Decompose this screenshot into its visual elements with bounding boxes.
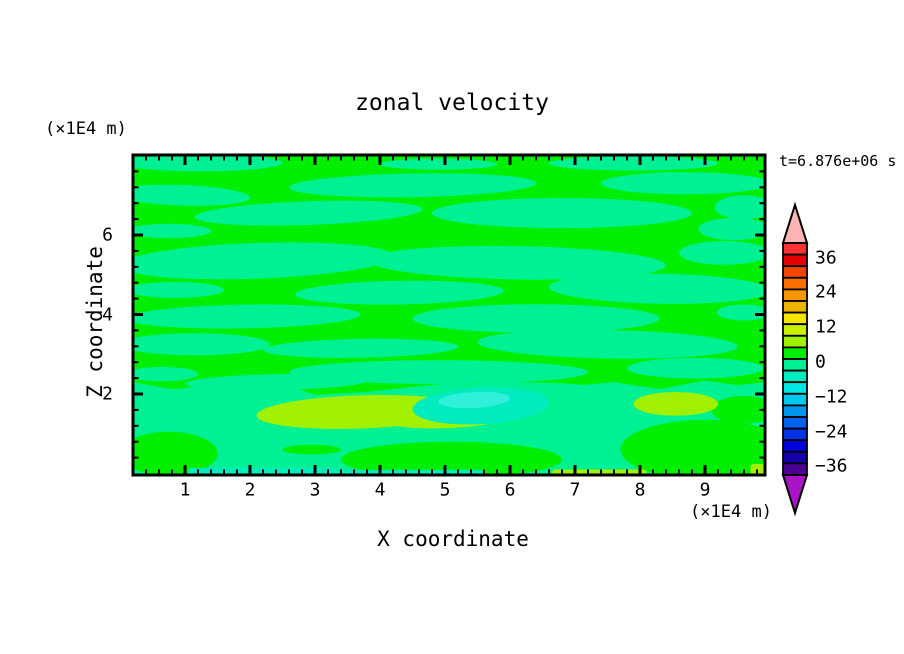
colorbar-segment — [782, 253, 808, 268]
colorbar-segment — [782, 288, 808, 302]
x-tick-label: 8 — [634, 479, 646, 501]
x-axis-title: X coordinate — [377, 527, 529, 551]
x-tick-label: 1 — [179, 479, 191, 501]
colorbar-segment — [782, 358, 808, 372]
colorbar-segment — [782, 404, 808, 418]
colorbar-segment — [782, 439, 808, 453]
z-tick-label: 6 — [102, 224, 113, 246]
colorbar-segment — [782, 242, 808, 256]
x-tick-label: 5 — [439, 479, 451, 501]
contour-island — [341, 441, 562, 475]
colorbar-tick-label: 36 — [815, 247, 837, 269]
colorbar-segment — [782, 381, 808, 395]
colorbar-segment — [782, 416, 808, 430]
colorbar-segment — [782, 300, 808, 314]
x-tick-label: 3 — [309, 479, 321, 501]
z-tick-label: 2 — [102, 383, 113, 405]
colorbar-segment — [782, 392, 808, 407]
chart-title: zonal velocity — [355, 90, 549, 116]
colorbar-tick-label: −12 — [815, 386, 848, 408]
colorbar-segment — [782, 427, 808, 442]
contour-streak — [133, 223, 212, 239]
colorbar — [781, 201, 809, 517]
contour-streak — [716, 304, 765, 321]
contour-streak — [714, 195, 765, 220]
colorbar-segment — [782, 334, 808, 349]
colorbar-tick-label: −24 — [815, 421, 848, 443]
contour-patch — [438, 391, 511, 409]
contour-island — [133, 431, 218, 475]
x-tick-label: 6 — [504, 479, 516, 501]
contour-streak — [367, 245, 666, 280]
contour-streak — [601, 172, 765, 195]
contour-island — [282, 444, 342, 455]
contour-field — [133, 155, 765, 475]
x-tick-label: 4 — [374, 479, 386, 501]
contour-streak — [698, 217, 765, 241]
colorbar-segment — [782, 265, 808, 279]
contour-streak — [194, 200, 423, 226]
contour-streak — [263, 338, 458, 358]
contour-streak — [549, 273, 765, 304]
x-tick-label: 7 — [569, 479, 581, 501]
contour-streak — [133, 304, 361, 329]
contour-streak — [289, 360, 588, 384]
contour-streak — [412, 304, 660, 333]
y-axis-unit-label: (×1E4 m) — [45, 119, 127, 139]
colorbar-above-max-arrow — [781, 201, 809, 244]
contour-streak — [133, 184, 251, 206]
contour-streak — [289, 173, 536, 198]
contour-streak — [549, 156, 718, 171]
colorbar-segment — [782, 323, 808, 337]
z-tick-label: 4 — [102, 304, 113, 325]
time-label: t=6.876e+06 s — [779, 152, 897, 170]
x-tick-label: 2 — [244, 479, 256, 501]
colorbar-tick-label: 0 — [815, 351, 826, 373]
contour-streak — [380, 158, 497, 170]
contour-streak — [432, 198, 692, 229]
colorbar-tick-label: 24 — [815, 281, 837, 303]
colorbar-tick-label: 12 — [815, 316, 837, 338]
contour-island — [620, 419, 765, 475]
colorbar-below-min-arrow — [781, 474, 809, 517]
contour-streak — [133, 155, 283, 172]
contour-patch — [633, 392, 719, 416]
colorbar-tick-label: −36 — [815, 455, 848, 477]
plot-frame — [131, 153, 767, 477]
contour-island — [711, 396, 765, 424]
contour-streak — [133, 281, 225, 298]
contour-streak — [627, 357, 764, 379]
contour-streak — [133, 333, 270, 356]
colorbar-segment — [782, 276, 808, 291]
x-tick-label: 9 — [699, 479, 711, 501]
contour-streak — [295, 280, 504, 305]
colorbar-segment — [782, 462, 808, 476]
colorbar-segment — [782, 450, 808, 465]
contour-streak — [133, 366, 199, 382]
colorbar-segment — [782, 311, 808, 326]
contour-streak — [679, 241, 765, 265]
contour-streak — [133, 242, 393, 280]
colorbar-segment — [782, 346, 808, 360]
x-axis-unit-label: (×1E4 m) — [690, 502, 772, 522]
colorbar-segment — [782, 369, 808, 384]
contour-streak — [477, 329, 738, 359]
